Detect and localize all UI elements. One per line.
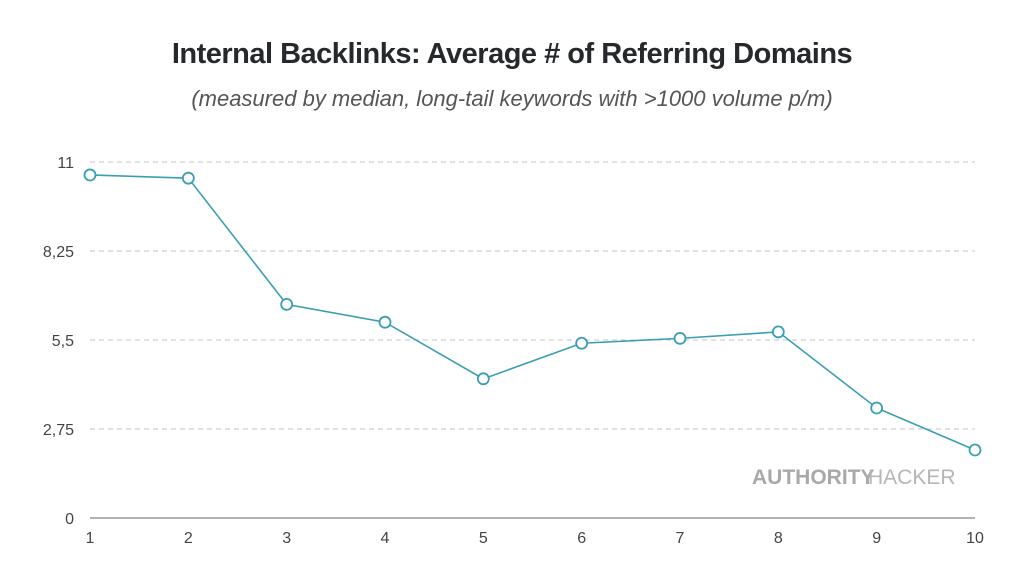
y-tick-label: 8,25: [43, 244, 74, 261]
x-tick-label: 10: [966, 530, 984, 547]
watermark-authority: AUTHORITY: [752, 466, 875, 489]
y-tick-label: 11: [57, 155, 74, 172]
x-tick-label: 4: [381, 530, 390, 547]
data-point: [181, 171, 195, 185]
chart-subtitle: (measured by median, long-tail keywords …: [191, 86, 833, 111]
x-axis-ticks: 1 2 3 4 5 6 7 8 9 10: [86, 530, 984, 547]
y-tick-label: 2,75: [43, 422, 74, 439]
x-tick-label: 1: [86, 530, 95, 547]
y-tick-label: 0: [65, 511, 74, 528]
x-tick-label: 2: [184, 530, 193, 547]
x-tick-label: 8: [774, 530, 783, 547]
data-point: [575, 336, 589, 350]
series-line: [89, 174, 976, 451]
y-axis-ticks: 0 2,75 5,5 8,25 11: [43, 155, 74, 528]
x-tick-label: 9: [872, 530, 881, 547]
x-tick-label: 5: [479, 530, 488, 547]
y-tick-label: 5,5: [52, 333, 74, 350]
data-point: [771, 325, 785, 339]
x-tick-label: 6: [577, 530, 586, 547]
data-point: [378, 315, 392, 329]
series-group: [83, 168, 982, 457]
data-point: [968, 443, 982, 457]
x-tick-label: 7: [676, 530, 685, 547]
chart-title: Internal Backlinks: Average # of Referri…: [171, 38, 853, 70]
data-point: [280, 297, 294, 311]
gridlines: [90, 161, 975, 430]
data-point: [673, 331, 687, 345]
data-point: [83, 168, 97, 182]
watermark-hacker: HACKER: [868, 466, 956, 489]
data-point: [476, 372, 490, 386]
x-tick-label: 3: [282, 530, 291, 547]
data-point: [870, 401, 884, 415]
